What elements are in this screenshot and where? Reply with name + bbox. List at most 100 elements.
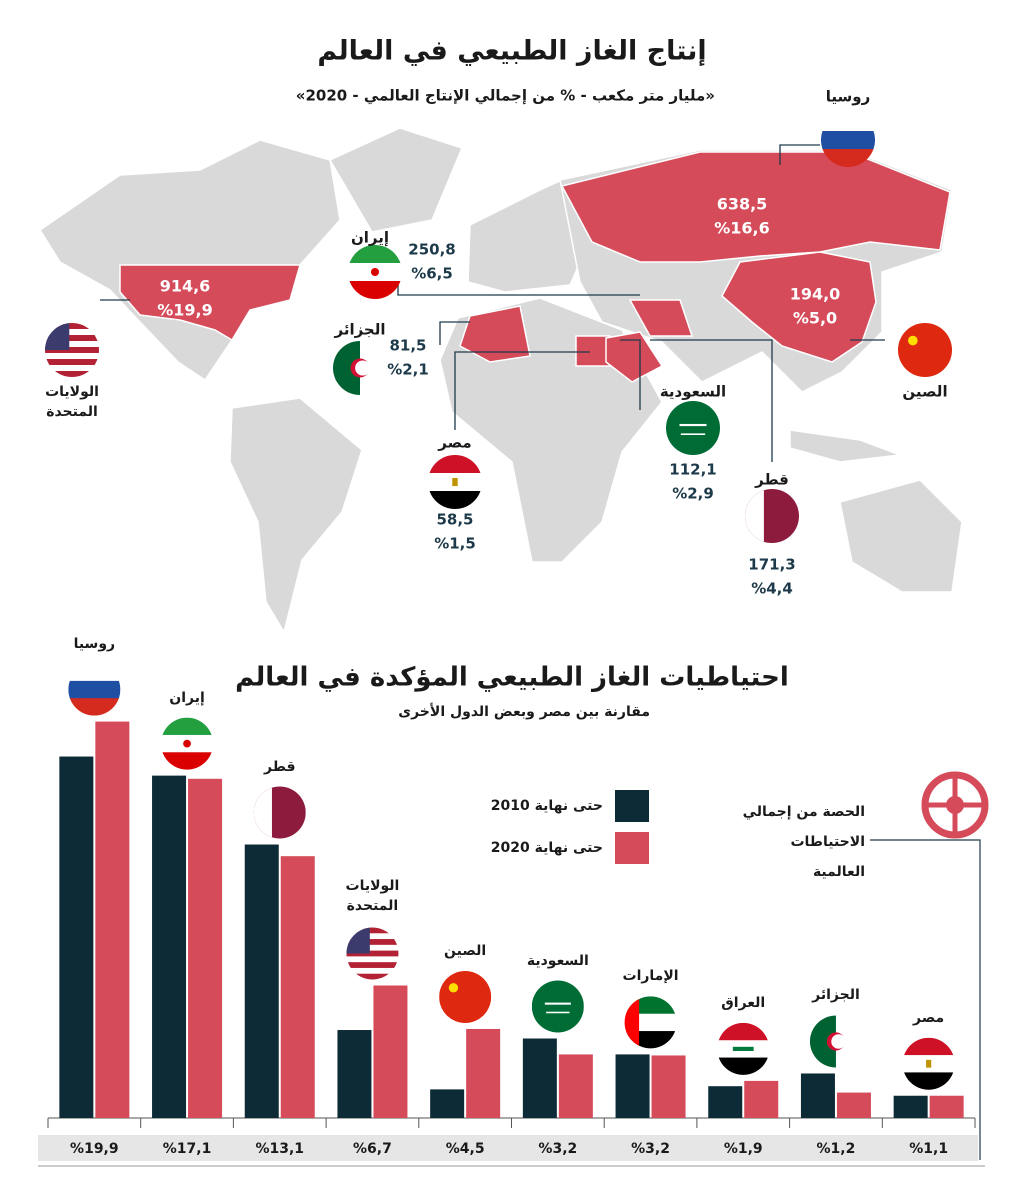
flag-stripe xyxy=(346,973,399,980)
flag-stripe xyxy=(45,323,99,330)
bar xyxy=(430,1089,465,1118)
category-label: الجزائر xyxy=(812,987,860,1004)
emblem xyxy=(452,477,458,487)
world-map xyxy=(38,127,963,634)
algeria xyxy=(459,305,531,363)
map-subtitle: «مليار متر مكعب - % من إجمالي الإنتاج ال… xyxy=(296,87,715,105)
bar xyxy=(280,856,315,1118)
country-name: مصر xyxy=(437,434,471,452)
production: 250,8 xyxy=(408,241,455,259)
sword xyxy=(680,433,706,436)
category-label: مصر xyxy=(913,1009,945,1026)
share-label: %1,2 xyxy=(817,1141,856,1157)
category-label-box: الصين xyxy=(444,942,487,959)
flag xyxy=(717,1022,770,1075)
flag xyxy=(68,663,121,716)
bar xyxy=(373,985,408,1118)
connector xyxy=(620,339,641,410)
category-label: روسيا xyxy=(73,635,116,652)
legend-swatch xyxy=(615,790,649,822)
flag-stripe xyxy=(439,970,492,1023)
flag xyxy=(253,786,306,839)
bar xyxy=(744,1080,779,1118)
flag-stripe xyxy=(348,245,402,264)
category-label: الإمارات xyxy=(622,968,679,985)
category-label: قطر xyxy=(263,758,296,775)
flag xyxy=(439,970,492,1023)
flag-stripe xyxy=(717,1057,770,1075)
bar xyxy=(708,1086,743,1118)
bar xyxy=(188,778,223,1118)
greenland xyxy=(328,127,464,233)
country-name: السعودية xyxy=(660,383,726,401)
flag-stripe xyxy=(68,663,121,682)
hoist xyxy=(624,996,640,1049)
bar xyxy=(929,1095,964,1118)
flag-stripe xyxy=(428,491,482,509)
flag xyxy=(333,341,387,395)
emblem xyxy=(926,1059,932,1068)
flag-stripe xyxy=(45,329,99,336)
flag-stripe xyxy=(346,927,399,934)
category-label-box: الولايات المتحدة xyxy=(346,878,400,914)
bar xyxy=(893,1095,928,1118)
note-connector xyxy=(870,839,981,1160)
bar xyxy=(615,1054,650,1118)
flag xyxy=(161,717,214,770)
hoist xyxy=(745,489,764,543)
chart-subtitle: مقارنة بين مصر وبعض الدول الأخرى xyxy=(398,703,650,720)
saudi xyxy=(605,331,664,383)
flag-stripe xyxy=(902,1037,955,1056)
category-label-box: قطر xyxy=(263,758,296,775)
canton xyxy=(45,323,70,350)
bar xyxy=(836,1092,871,1118)
flag-stripe xyxy=(666,401,720,455)
category-label: الصين xyxy=(444,942,487,959)
flag-stripe xyxy=(531,980,584,1033)
bar xyxy=(466,1028,501,1118)
china xyxy=(721,251,877,363)
category-label: إيران xyxy=(169,689,205,706)
flag xyxy=(821,113,875,167)
bar xyxy=(800,1073,835,1118)
flag-stripe xyxy=(161,717,214,736)
star xyxy=(448,983,459,993)
emblem xyxy=(679,423,707,427)
flag xyxy=(346,927,399,980)
connector xyxy=(650,339,773,462)
production: 112,1 xyxy=(669,461,716,479)
emblem xyxy=(370,267,380,277)
flag-stripe xyxy=(902,1072,955,1090)
share-label: %19,9 xyxy=(70,1141,119,1157)
production: 58,5 xyxy=(436,511,473,529)
flag-stripe xyxy=(346,933,399,940)
flag-stripe xyxy=(346,939,399,946)
hoist xyxy=(253,786,272,839)
category-label-box: روسيا xyxy=(73,635,116,652)
flag-stripe xyxy=(348,281,402,299)
share-label: %3,2 xyxy=(538,1141,577,1157)
sword xyxy=(546,1011,570,1014)
valve-icon xyxy=(921,771,989,839)
legend-label: حتى نهاية 2010 xyxy=(491,798,603,814)
chart-title: احتياطيات الغاز الطبيعي المؤكدة في العال… xyxy=(235,663,789,693)
connector xyxy=(454,351,590,430)
indonesia xyxy=(789,429,901,463)
flag xyxy=(348,245,402,299)
share: %4,4 xyxy=(751,580,793,598)
bar xyxy=(59,756,94,1118)
flag-stripe xyxy=(821,131,875,150)
production: 638,5 xyxy=(717,195,768,214)
country-name: الصين xyxy=(902,383,947,401)
country-name-box: الولايات المتحدة xyxy=(45,384,99,420)
emblem xyxy=(732,1046,754,1051)
bar xyxy=(522,1038,557,1118)
production: 171,3 xyxy=(748,556,795,574)
category-label-box: إيران xyxy=(169,689,205,706)
crescent-cut xyxy=(355,360,371,376)
share-label: %4,5 xyxy=(446,1141,485,1157)
country-name: روسيا xyxy=(826,88,870,106)
flag xyxy=(531,980,584,1033)
legend-label: حتى نهاية 2020 xyxy=(491,840,603,856)
